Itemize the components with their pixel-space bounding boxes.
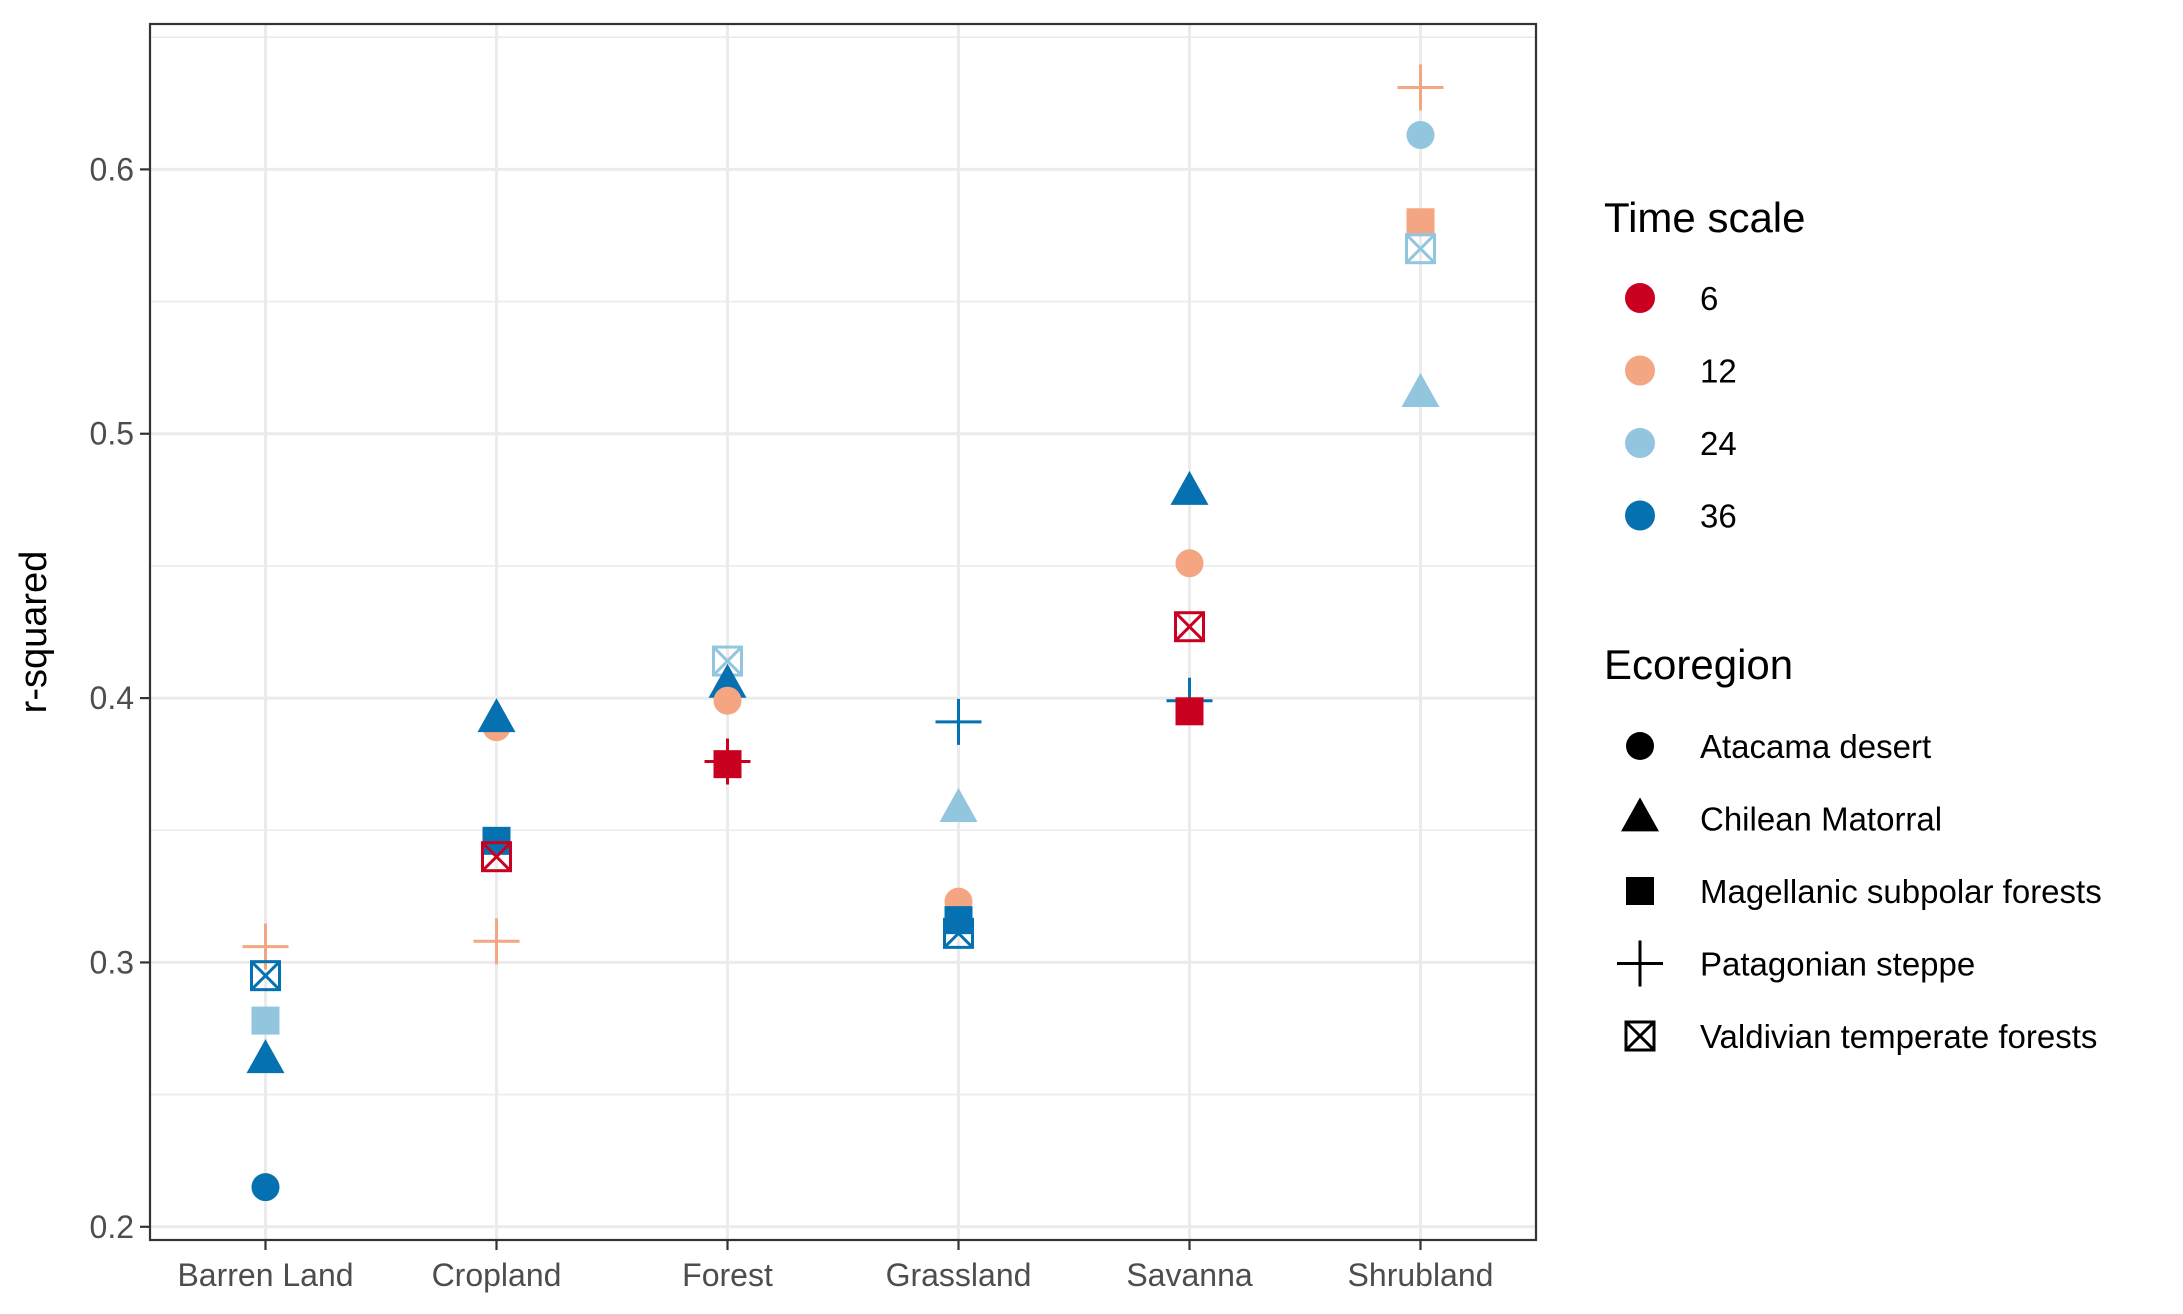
data-point bbox=[713, 750, 742, 779]
data-point bbox=[246, 1039, 285, 1074]
legend: Time scale 6 12 24 36 Ecoregion Atacama desert… bbox=[1604, 194, 2102, 1055]
legend-label: 24 bbox=[1700, 425, 1737, 462]
y-tick-label: 0.2 bbox=[90, 1209, 134, 1245]
legend-key-boxcross bbox=[1624, 1020, 1656, 1052]
data-point bbox=[1175, 549, 1204, 578]
legend-title-ecoregion: Ecoregion bbox=[1604, 641, 1793, 688]
panel-border bbox=[148, 22, 1538, 1242]
legend-title-time-scale: Time scale bbox=[1604, 194, 1806, 241]
data-point bbox=[1174, 611, 1205, 643]
x-tick-label: Forest bbox=[682, 1257, 773, 1293]
data-point bbox=[1175, 697, 1204, 726]
legend-key-triangle bbox=[1621, 797, 1659, 832]
legend-key-plus bbox=[1617, 940, 1663, 987]
legend-label: Magellanic subpolar forests bbox=[1700, 873, 2102, 910]
data-point bbox=[482, 826, 511, 855]
legend-label: 36 bbox=[1700, 498, 1737, 535]
legend-key-circle bbox=[1625, 500, 1655, 531]
y-tick-label: 0.4 bbox=[90, 680, 134, 716]
y-tick-label: 0.6 bbox=[90, 151, 134, 187]
axes: 0.2 0.3 0.4 0.5 0.6 Barren Land Cropland Forest… bbox=[90, 151, 1494, 1293]
legend-key-square bbox=[1626, 877, 1654, 905]
data-point bbox=[943, 917, 974, 949]
data-point bbox=[1170, 470, 1209, 505]
y-axis-title: r-squared bbox=[13, 551, 55, 714]
legend-label: Valdivian temperate forests bbox=[1700, 1018, 2097, 1055]
legend-key-circle bbox=[1625, 283, 1655, 313]
legend-label: 12 bbox=[1700, 353, 1737, 390]
data-point bbox=[935, 698, 982, 745]
data-point bbox=[477, 698, 516, 733]
data-point bbox=[250, 960, 281, 992]
x-tick-label: Savanna bbox=[1126, 1257, 1253, 1293]
data-point bbox=[251, 1006, 280, 1035]
data-point bbox=[251, 1173, 280, 1202]
plot-panel bbox=[150, 24, 1536, 1240]
legend-key-circle bbox=[1626, 732, 1654, 760]
gridlines bbox=[150, 24, 1536, 1240]
legend-label: Atacama desert bbox=[1700, 728, 1931, 765]
y-tick-label: 0.5 bbox=[90, 416, 134, 452]
x-tick-label: Grassland bbox=[886, 1257, 1032, 1293]
data-point bbox=[1401, 373, 1440, 408]
data-points bbox=[242, 64, 1444, 1202]
y-tick-label: 0.3 bbox=[90, 944, 134, 980]
plot-area-background bbox=[150, 24, 1536, 1240]
data-point bbox=[1405, 233, 1436, 265]
x-tick-label: Barren Land bbox=[177, 1257, 353, 1293]
legend-key-circle bbox=[1625, 355, 1655, 386]
data-point bbox=[1397, 64, 1444, 111]
x-tick-label: Shrubland bbox=[1348, 1257, 1494, 1293]
legend-key-circle bbox=[1625, 428, 1655, 458]
legend-label: Patagonian steppe bbox=[1700, 946, 1975, 983]
data-point bbox=[1406, 208, 1435, 237]
data-point bbox=[1406, 121, 1435, 150]
data-point bbox=[481, 841, 512, 873]
plot-border bbox=[148, 22, 1538, 1242]
data-point bbox=[713, 686, 742, 715]
data-point bbox=[939, 788, 978, 823]
legend-label: Chilean Matorral bbox=[1700, 801, 1942, 838]
data-point bbox=[473, 918, 520, 965]
data-point bbox=[708, 663, 747, 698]
x-tick-label: Cropland bbox=[432, 1257, 562, 1293]
legend-label: 6 bbox=[1700, 280, 1718, 317]
